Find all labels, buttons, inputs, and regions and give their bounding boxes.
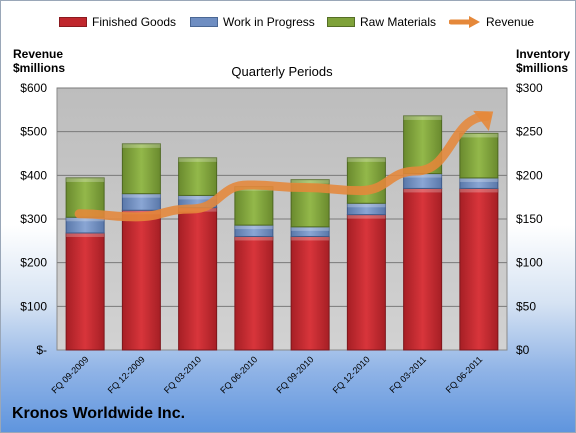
bar-finished-goods xyxy=(459,187,499,351)
category-label: FQ 09-2009 xyxy=(50,354,91,395)
bar-finished-goods xyxy=(346,214,386,351)
bar-finished-goods-highlight xyxy=(291,236,330,241)
legend-label-revenue: Revenue xyxy=(486,15,535,29)
right-tick-label: $250 xyxy=(516,125,543,139)
legend-item-work-in-progress: Work in Progress xyxy=(190,15,315,29)
bar-raw-materials-highlight xyxy=(291,179,330,184)
legend: Finished Goods Work in Progress Raw Mate… xyxy=(1,15,575,35)
left-tick-label: $200 xyxy=(20,256,47,270)
company-title: Kronos Worldwide Inc. xyxy=(12,405,186,422)
bar-finished-goods-highlight xyxy=(347,214,386,219)
left-tick-label: $100 xyxy=(20,299,47,313)
right-tick-label: $50 xyxy=(516,299,536,313)
legend-item-finished-goods: Finished Goods xyxy=(59,15,176,29)
chart-subtitle: Quarterly Periods xyxy=(231,64,333,79)
legend-item-raw-materials: Raw Materials xyxy=(327,15,436,29)
bar-raw-materials xyxy=(459,132,499,179)
bar-finished-goods xyxy=(290,235,330,351)
bar-finished-goods-highlight xyxy=(403,188,442,193)
category-label: FQ 09-2010 xyxy=(275,354,316,395)
category-label: FQ 06-2010 xyxy=(218,354,259,395)
left-tick-label: $400 xyxy=(20,168,47,182)
bar-raw-materials xyxy=(346,157,386,204)
category-label: FQ 12-2009 xyxy=(106,354,147,395)
bar-work-in-progress-highlight xyxy=(403,173,442,178)
bar-raw-materials-highlight xyxy=(66,177,105,182)
bar-raw-materials xyxy=(234,186,274,226)
left-tick-label: $600 xyxy=(20,81,47,95)
left-axis-title-line2: $millions xyxy=(13,61,66,75)
right-axis-title-line2: $millions xyxy=(516,61,569,75)
bar-raw-materials-highlight xyxy=(178,157,217,162)
revenue-arrowhead xyxy=(473,110,494,131)
bar-work-in-progress-highlight xyxy=(66,217,105,222)
bar-raw-materials xyxy=(178,157,218,196)
bar-raw-materials-highlight xyxy=(459,133,498,138)
category-label: FQ 12-2010 xyxy=(331,354,372,395)
right-tick-label: $100 xyxy=(516,256,543,270)
left-tick-label: $- xyxy=(36,343,47,357)
bar-work-in-progress-highlight xyxy=(291,226,330,231)
legend-swatch-work-in-progress xyxy=(190,17,218,27)
bar-work-in-progress-highlight xyxy=(122,193,161,198)
bar-raw-materials-highlight xyxy=(122,143,161,148)
legend-swatch-finished-goods xyxy=(59,17,87,27)
left-tick-label: $300 xyxy=(20,212,47,226)
category-label: FQ 03-2010 xyxy=(162,354,203,395)
legend-swatch-raw-materials xyxy=(327,17,355,27)
legend-label-finished-goods: Finished Goods xyxy=(92,15,177,29)
legend-arrow-revenue xyxy=(449,16,480,28)
left-axis-title: Revenue $millions xyxy=(13,47,65,75)
bar-work-in-progress-highlight xyxy=(347,203,386,208)
legend-label-work-in-progress: Work in Progress xyxy=(223,15,315,29)
bar-finished-goods xyxy=(403,187,443,351)
bar-work-in-progress-highlight xyxy=(459,177,498,182)
bar-raw-materials-highlight xyxy=(347,157,386,162)
bar-finished-goods-highlight xyxy=(66,232,105,237)
bar-finished-goods-highlight xyxy=(234,236,273,241)
bar-finished-goods xyxy=(234,235,274,351)
right-tick-label: $150 xyxy=(516,212,543,226)
left-tick-label: $500 xyxy=(20,125,47,139)
revenue-line xyxy=(74,111,492,222)
category-label: FQ 03-2011 xyxy=(387,354,428,395)
bar-finished-goods xyxy=(178,207,218,351)
legend-item-revenue: Revenue xyxy=(449,15,534,29)
right-axis-title: Inventory $millions xyxy=(516,47,570,75)
category-label: FQ 06-2011 xyxy=(444,354,485,395)
bar-raw-materials-highlight xyxy=(403,115,442,120)
bar-work-in-progress-highlight xyxy=(178,195,217,200)
bar-raw-materials xyxy=(121,143,161,195)
right-tick-label: $0 xyxy=(516,343,530,357)
right-axis-title-line1: Inventory xyxy=(516,47,571,61)
legend-label-raw-materials: Raw Materials xyxy=(360,15,437,29)
bar-work-in-progress-highlight xyxy=(234,225,273,230)
bar-finished-goods xyxy=(121,209,161,351)
right-tick-label: $300 xyxy=(516,81,543,95)
right-tick-label: $200 xyxy=(516,168,543,182)
bar-finished-goods xyxy=(65,232,105,351)
bar-finished-goods-highlight xyxy=(459,188,498,193)
left-axis-title-line1: Revenue xyxy=(13,47,64,61)
